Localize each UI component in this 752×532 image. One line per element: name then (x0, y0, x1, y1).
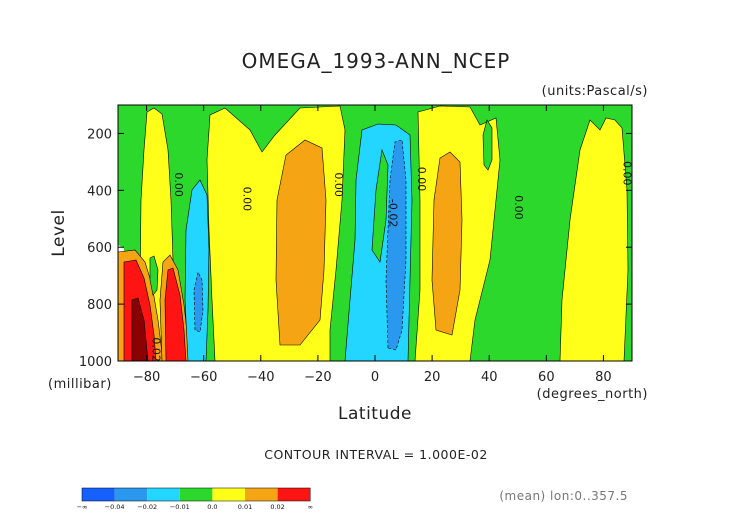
cyan-region-south (184, 179, 210, 361)
blue-region-south (193, 271, 204, 333)
y-tick-label: 1000 (79, 355, 112, 370)
green-lens-equator (371, 148, 389, 263)
red-region-lobe-core (164, 267, 187, 361)
x-tick-label: −20 (304, 370, 331, 385)
contour-labels: 0.00 0.00 0.00 0.00 -0.02 0.00 0.00 0.02 (149, 161, 633, 362)
colorbar-swatch (179, 488, 213, 501)
colorbar-label: 0.01 (238, 503, 252, 511)
colorbar-swatch (245, 488, 278, 501)
contour-label: 0.00 (241, 187, 254, 212)
y-axis-title: Level (49, 209, 69, 256)
colorbar-swatch (147, 488, 180, 501)
y-tick-label: 600 (87, 241, 112, 256)
dark-red-region (131, 297, 149, 361)
colorbar-label: −0.04 (105, 503, 125, 511)
orange-region-subtropics-north (431, 151, 463, 336)
orange-region-subtropics-south (275, 139, 327, 346)
contour-label: 0.00 (332, 172, 345, 197)
contour-label: -0.02 (386, 199, 399, 227)
mean-note: (mean) lon:0..357.5 (499, 489, 628, 503)
colorbar-label: 0.0 (207, 503, 217, 511)
colorbar-label: ∞ (307, 503, 312, 511)
green-lens-south (149, 255, 159, 296)
x-tick-label: 60 (538, 370, 555, 385)
contour-label: 0.00 (415, 167, 428, 192)
x-tick-label: 20 (424, 370, 441, 385)
x-axis-title: Latitude (338, 404, 412, 424)
contour-label: 0.00 (512, 195, 525, 220)
contour-field (118, 105, 632, 361)
colorbar-swatch (212, 488, 245, 501)
x-tick-label: 40 (481, 370, 498, 385)
y-tick-label: 400 (87, 184, 112, 199)
blue-region-equator (385, 139, 407, 351)
colorbar-frame (81, 487, 311, 502)
x-tick-label: −60 (190, 370, 217, 385)
x-tick-label: 0 (371, 370, 379, 385)
x-tick-label: −40 (247, 370, 274, 385)
colorbar-swatch (277, 488, 311, 501)
colorbar-label: −0.02 (137, 503, 157, 511)
contour-label: 0.02 (149, 337, 162, 362)
chart-title: OMEGA_1993-ANN_NCEP (242, 49, 511, 73)
colorbar-swatch (114, 488, 148, 501)
contour-interval-note: CONTOUR INTERVAL = 1.000E-02 (264, 447, 488, 462)
x-axis: −80 −60 −40 −20 0 20 40 60 80 (133, 105, 612, 385)
x-tick-label: −80 (133, 370, 160, 385)
colorbar-swatch (82, 488, 115, 501)
units-label: (units:Pascal/s) (542, 84, 648, 99)
green-lens-north (482, 119, 493, 171)
colorbar: −∞ −0.04 −0.02 −0.01 0.0 0.01 0.02 ∞ (77, 487, 313, 511)
y-tick-label: 800 (87, 298, 112, 313)
yellow-region-polar-north (559, 117, 629, 361)
x-tick-label: 80 (595, 370, 612, 385)
y-axis: 200 400 600 800 1000 (79, 127, 632, 370)
colorbar-label: 0.02 (270, 503, 284, 511)
colorbar-label: −0.01 (170, 503, 190, 511)
contour-label: 0.00 (620, 161, 633, 186)
contour-label: 0.00 (172, 172, 185, 197)
y-unit-label: (millibar) (48, 377, 112, 392)
colorbar-label: −∞ (77, 503, 88, 511)
y-tick-label: 200 (87, 127, 112, 142)
x-unit-label: (degrees_north) (537, 387, 648, 402)
